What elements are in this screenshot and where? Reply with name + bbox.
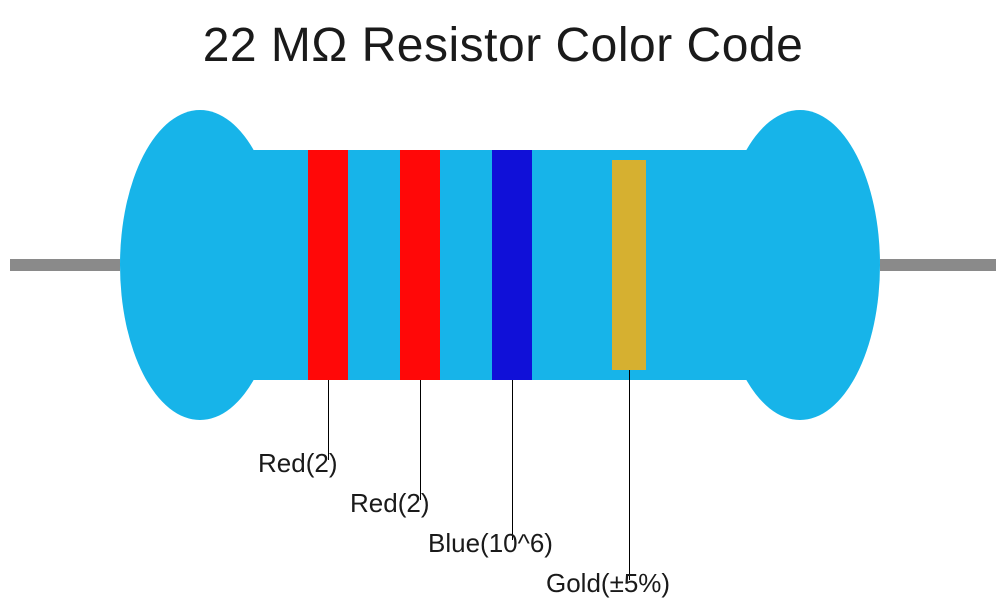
diagram-title: 22 MΩ Resistor Color Code xyxy=(0,18,1006,73)
label-multiplier: Blue(10^6) xyxy=(428,528,553,559)
resistor-lead-left xyxy=(10,259,120,271)
band-digit2 xyxy=(400,150,440,380)
leader-tolerance xyxy=(629,370,630,580)
diagram-stage: 22 MΩ Resistor Color Code Red(2) Red(2) Bl… xyxy=(0,0,1006,607)
label-digit1: Red(2) xyxy=(258,448,337,479)
resistor-lead-right xyxy=(880,259,996,271)
band-tolerance xyxy=(612,160,646,370)
band-digit1 xyxy=(308,150,348,380)
leader-multiplier xyxy=(512,380,513,540)
label-digit2: Red(2) xyxy=(350,488,429,519)
band-multiplier xyxy=(492,150,532,380)
leader-digit2 xyxy=(420,380,421,500)
label-tolerance: Gold(±5%) xyxy=(546,568,670,599)
